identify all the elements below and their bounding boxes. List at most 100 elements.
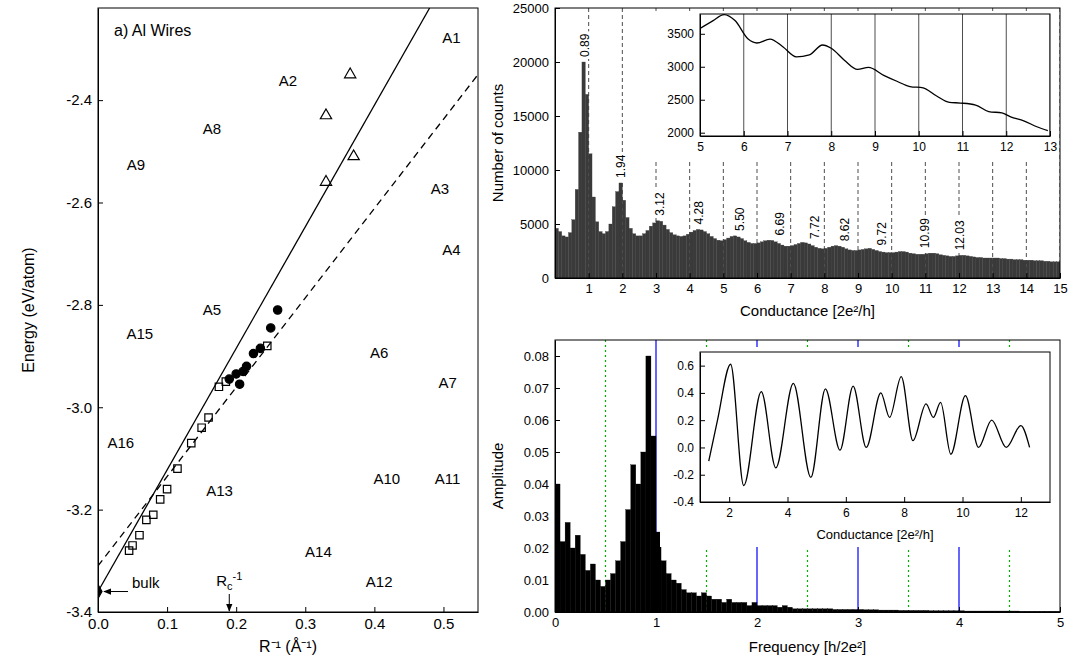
data-point [215,383,222,390]
y-tick-mark [555,388,560,389]
x-tick: 10 [956,497,970,520]
histogram-bar [560,542,565,612]
x-tick: 0.3 [295,607,316,632]
x-axis-title: Conductance [2e²/h] [816,527,933,542]
x-tick-mark [305,607,306,612]
x-tick-mark [824,273,825,278]
grid-line [918,14,919,136]
structure-label: A4 [442,241,460,258]
y-tick-mark [555,170,560,171]
annotation-part: R [216,572,227,589]
y-tick-mark [98,203,103,204]
grid-line [875,14,876,136]
y-axis-line [700,353,701,503]
data-point [150,511,157,518]
x-axis-line [701,502,1051,503]
histogram-bar [651,436,656,612]
label-background [277,71,299,90]
y-tick: -2.4 [66,91,103,108]
x-tick: 3 [855,607,862,630]
histogram-bar [868,248,871,278]
histogram-bar [929,253,932,278]
y-tick-label: -2.8 [66,296,92,313]
label-background [917,216,933,250]
histogram-bar [562,236,565,278]
histogram-bar [760,242,763,278]
histogram-bar [1010,259,1013,278]
x-tick-mark [875,131,876,136]
label-background [125,155,147,174]
structure-label: A11 [435,470,461,487]
histogram-bar [1043,261,1046,278]
data-point [345,68,356,78]
histogram-bar [1050,262,1053,278]
y-tick-label: 0.4 [677,386,694,400]
panel-title: a) Al Wires [114,22,191,39]
y-axis-title: Number of counts [489,84,506,202]
label-background [577,31,593,59]
histogram-bar [717,240,720,278]
y-tick-label: 0.06 [524,413,549,428]
histogram-bar [722,602,727,612]
x-tick: 12 [1000,131,1014,154]
plot-frame [555,340,1060,612]
structure-label: A5 [203,301,221,318]
histogram-bar [656,221,659,278]
y-tick: 2500 [667,93,705,107]
label-background [105,433,136,452]
annotation-label: bulk [132,574,160,591]
label-background [440,240,462,259]
grid-line [831,14,832,136]
annotation-label: Rc-1 [216,570,242,592]
histogram-bar [767,240,770,278]
y-tick-mark [555,548,560,549]
y-tick-label: -3.0 [66,399,92,416]
structure-label: A10 [373,470,400,487]
histogram-bar [710,236,713,278]
x-tick-mark [904,497,905,502]
x-tick-label: 5 [697,140,704,154]
histogram-bar [858,250,861,278]
y-tick: 3500 [667,27,705,41]
histogram-bar [590,564,595,612]
x-tick-mark [757,607,758,612]
structure-label: A9 [127,156,145,173]
peak-label: 3.12 [653,192,667,216]
x-tick-mark [1006,131,1007,136]
y-tick-mark [555,278,560,279]
histogram-bar [811,246,814,278]
histogram-bar [878,252,881,278]
panel: 24681012-0.4-0.20.00.20.40.6Conductance … [660,347,1057,547]
label-background [364,572,395,591]
x-tick-label: 1 [653,615,660,630]
histogram-bar [663,225,666,278]
histogram-bar [925,254,928,278]
structure-label: A14 [305,543,332,560]
histogram-bar [740,239,743,278]
histogram-bar [976,257,979,278]
histogram-bar [909,253,912,278]
label-background [124,324,155,343]
histogram-bar [558,232,561,278]
data-point [136,532,143,539]
figure-svg: 0.00.10.20.30.40.5-3.4-3.2-3.0-2.8-2.6-2… [0,0,1075,663]
x-tick: 15 [1053,273,1067,296]
x-tick: 2 [754,607,761,630]
x-tick: 12 [952,273,966,296]
x-tick-mark [788,497,789,502]
structure-label: A8 [203,120,221,137]
x-tick-mark [690,273,691,278]
y-axis-line [555,341,556,613]
label-background [952,218,968,252]
data-point [174,465,181,472]
y-tick-mark [98,612,103,613]
label-background [691,199,707,227]
histogram-bar [845,249,848,278]
histogram-bar [723,240,726,278]
histogram-bar [747,242,750,278]
y-tick-label: 20000 [513,55,549,70]
y-axis-title: Energy (eV/atom) [20,247,37,372]
histogram-bar [653,223,656,278]
x-tick-mark [443,607,444,612]
histogram-bar [641,452,646,612]
